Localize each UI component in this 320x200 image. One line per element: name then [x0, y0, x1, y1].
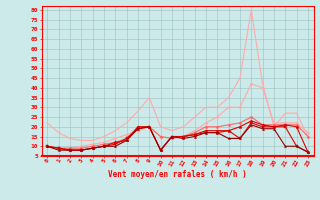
X-axis label: Vent moyen/en rafales ( km/h ): Vent moyen/en rafales ( km/h ) [108, 170, 247, 179]
